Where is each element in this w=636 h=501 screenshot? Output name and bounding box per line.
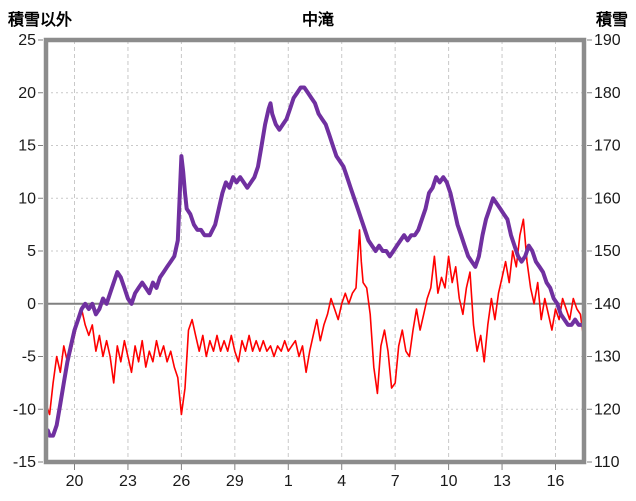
y-left-tick-label: 10 (18, 190, 36, 207)
y-right-tick-label: 140 (594, 296, 621, 313)
y-left-tick-label: 0 (27, 296, 36, 313)
x-tick-label: 13 (493, 473, 511, 490)
x-tick-label: 1 (284, 473, 293, 490)
x-tick-label: 29 (226, 473, 244, 490)
y-left-tick-label: 20 (18, 85, 36, 102)
x-tick-label: 16 (547, 473, 565, 490)
x-tick-label: 26 (172, 473, 190, 490)
y-left-tick-label: -10 (13, 401, 36, 418)
x-tick-label: 7 (391, 473, 400, 490)
y-right-tick-label: 160 (594, 190, 621, 207)
y-left-tick-label: 5 (27, 243, 36, 260)
y-right-tick-label: 110 (594, 454, 620, 471)
y-right-tick-label: 120 (594, 401, 621, 418)
plot-frame (43, 37, 587, 465)
y-left-tick-label: -5 (22, 349, 36, 366)
right-axis-title: 積雪 (595, 12, 628, 29)
x-tick-label: 10 (440, 473, 458, 490)
y-right-tick-label: 150 (594, 243, 621, 260)
x-tick-label: 4 (337, 473, 346, 490)
series-line-snow (45, 85, 585, 438)
y-right-tick-label: 130 (594, 349, 621, 366)
y-left-tick-label: 15 (18, 138, 36, 155)
y-right-tick-label: 180 (594, 85, 621, 102)
y-left-tick-label: 25 (18, 32, 36, 49)
left-axis-title: 積雪以外 (8, 12, 73, 29)
y-right-tick-label: 170 (594, 138, 621, 155)
x-tick-label: 23 (119, 473, 137, 490)
chart-title: 中滝 (301, 12, 334, 29)
y-right-tick-label: 190 (594, 32, 621, 49)
series-line-other (45, 218, 585, 416)
y-left-tick-label: -15 (13, 454, 36, 471)
x-tick-label: 20 (66, 473, 84, 490)
